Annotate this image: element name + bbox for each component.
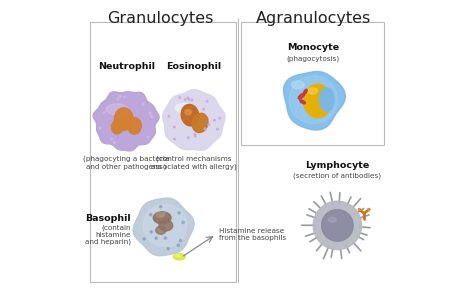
Text: (phagocytosis): (phagocytosis) bbox=[287, 55, 340, 62]
Circle shape bbox=[214, 119, 215, 121]
Text: Lymphocyte: Lymphocyte bbox=[305, 161, 370, 170]
Circle shape bbox=[103, 112, 105, 113]
Circle shape bbox=[147, 136, 149, 138]
Circle shape bbox=[208, 124, 210, 126]
Circle shape bbox=[150, 213, 152, 216]
Circle shape bbox=[203, 108, 205, 110]
Circle shape bbox=[149, 112, 151, 114]
Text: Monocyte: Monocyte bbox=[287, 43, 339, 52]
Circle shape bbox=[368, 209, 370, 210]
Ellipse shape bbox=[173, 254, 185, 260]
Text: Eosinophil: Eosinophil bbox=[166, 62, 221, 71]
Text: Granulocytes: Granulocytes bbox=[108, 11, 214, 26]
Circle shape bbox=[118, 96, 120, 98]
Ellipse shape bbox=[300, 100, 305, 104]
Circle shape bbox=[150, 231, 153, 233]
Circle shape bbox=[194, 133, 196, 135]
Polygon shape bbox=[93, 92, 159, 151]
Ellipse shape bbox=[114, 108, 133, 130]
Ellipse shape bbox=[319, 88, 334, 111]
Circle shape bbox=[191, 99, 192, 101]
Circle shape bbox=[168, 115, 170, 117]
Ellipse shape bbox=[143, 204, 187, 247]
Circle shape bbox=[164, 212, 166, 214]
Ellipse shape bbox=[304, 89, 307, 94]
Polygon shape bbox=[283, 72, 346, 130]
Ellipse shape bbox=[156, 213, 164, 217]
Circle shape bbox=[179, 97, 181, 98]
Circle shape bbox=[173, 138, 175, 140]
Text: Neutrophil: Neutrophil bbox=[98, 62, 155, 71]
Circle shape bbox=[119, 95, 121, 97]
Circle shape bbox=[217, 128, 219, 130]
Circle shape bbox=[188, 98, 190, 100]
Circle shape bbox=[173, 126, 175, 128]
Ellipse shape bbox=[185, 110, 191, 115]
Ellipse shape bbox=[298, 93, 305, 99]
Circle shape bbox=[151, 116, 153, 118]
Circle shape bbox=[219, 117, 221, 119]
Circle shape bbox=[124, 96, 126, 98]
Circle shape bbox=[321, 209, 353, 241]
Polygon shape bbox=[163, 90, 225, 150]
Text: Agranulocytes: Agranulocytes bbox=[256, 11, 371, 26]
Text: Basophil: Basophil bbox=[85, 214, 131, 223]
Circle shape bbox=[178, 212, 180, 214]
Text: Histamine release
from the basophils: Histamine release from the basophils bbox=[219, 228, 286, 241]
Text: (phagocyting a bacteria
and other pathogens ): (phagocyting a bacteria and other pathog… bbox=[83, 156, 169, 170]
Circle shape bbox=[100, 128, 101, 129]
Circle shape bbox=[155, 237, 157, 239]
Ellipse shape bbox=[159, 220, 173, 231]
Circle shape bbox=[164, 237, 166, 239]
Ellipse shape bbox=[328, 217, 337, 222]
Circle shape bbox=[167, 247, 169, 250]
Text: (secretion of antibodies): (secretion of antibodies) bbox=[293, 173, 382, 179]
Ellipse shape bbox=[117, 122, 124, 125]
Text: (contain
histamine
and heparin): (contain histamine and heparin) bbox=[85, 224, 131, 245]
Circle shape bbox=[187, 137, 189, 138]
Circle shape bbox=[160, 206, 162, 208]
Circle shape bbox=[117, 99, 118, 101]
Ellipse shape bbox=[175, 104, 193, 113]
Ellipse shape bbox=[128, 118, 141, 134]
Circle shape bbox=[206, 100, 208, 102]
Circle shape bbox=[313, 201, 362, 250]
Ellipse shape bbox=[175, 255, 180, 257]
Ellipse shape bbox=[192, 113, 208, 132]
Ellipse shape bbox=[106, 104, 128, 115]
Ellipse shape bbox=[111, 120, 123, 134]
Circle shape bbox=[179, 240, 182, 242]
Circle shape bbox=[194, 135, 196, 137]
Circle shape bbox=[113, 142, 115, 144]
Ellipse shape bbox=[289, 76, 337, 123]
Ellipse shape bbox=[126, 120, 134, 125]
Circle shape bbox=[204, 128, 206, 129]
Circle shape bbox=[187, 97, 189, 99]
Circle shape bbox=[358, 209, 360, 210]
Circle shape bbox=[150, 115, 152, 117]
Circle shape bbox=[143, 238, 146, 240]
Ellipse shape bbox=[304, 84, 332, 118]
Text: (control mechanisms
associated with allergy): (control mechanisms associated with alle… bbox=[151, 156, 237, 170]
Circle shape bbox=[184, 99, 186, 101]
Ellipse shape bbox=[154, 212, 171, 224]
Polygon shape bbox=[133, 198, 194, 256]
Circle shape bbox=[99, 127, 100, 129]
Ellipse shape bbox=[181, 104, 199, 126]
Circle shape bbox=[111, 138, 113, 140]
Ellipse shape bbox=[156, 226, 166, 234]
Circle shape bbox=[177, 244, 180, 247]
Circle shape bbox=[182, 221, 184, 224]
Ellipse shape bbox=[308, 88, 318, 94]
Circle shape bbox=[142, 104, 144, 106]
Ellipse shape bbox=[292, 81, 304, 89]
